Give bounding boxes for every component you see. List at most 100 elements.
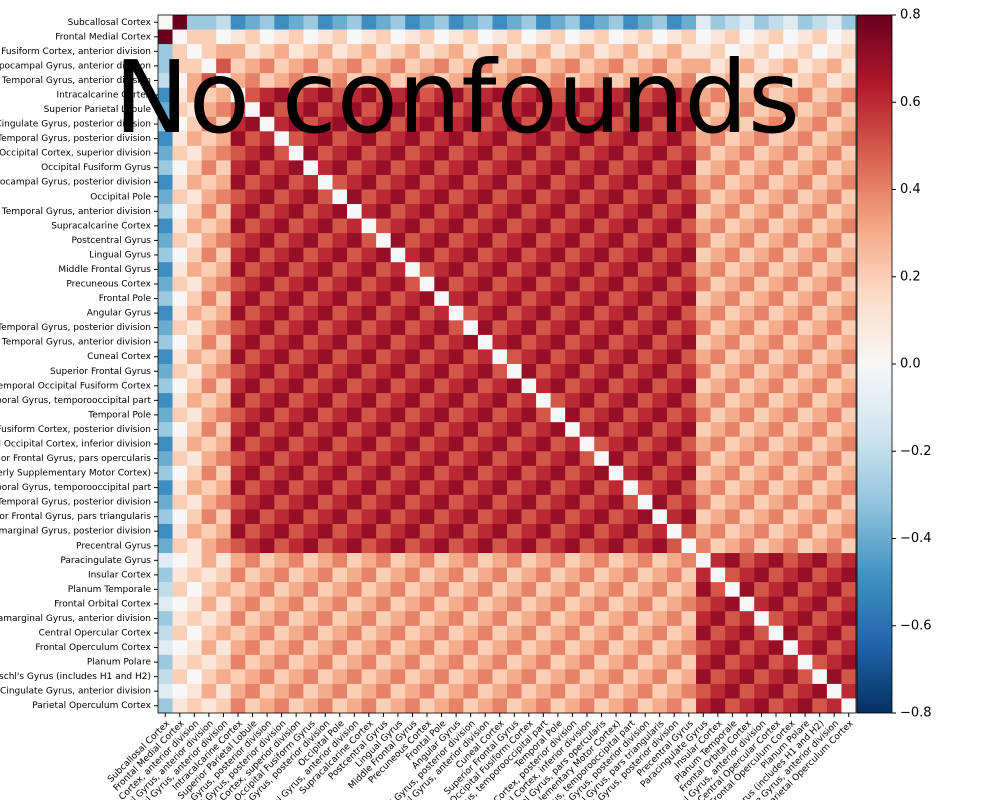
heatmap-cell bbox=[696, 145, 711, 161]
heatmap-cell bbox=[259, 15, 275, 30]
heatmap-cell bbox=[623, 174, 639, 190]
heatmap-cell bbox=[550, 553, 566, 568]
heatmap-cell bbox=[201, 596, 217, 612]
heatmap-cell bbox=[419, 611, 435, 627]
heatmap-cell bbox=[681, 233, 697, 249]
chart-title: No confounds bbox=[114, 39, 800, 156]
heatmap-cell bbox=[666, 102, 682, 118]
heatmap-cell bbox=[187, 553, 203, 568]
heatmap-cell bbox=[754, 611, 770, 627]
heatmap-cell bbox=[594, 102, 610, 118]
heatmap-cell bbox=[826, 334, 842, 350]
heatmap-cell bbox=[666, 451, 682, 467]
heatmap-cell bbox=[463, 189, 479, 205]
heatmap-cell bbox=[259, 465, 275, 481]
heatmap-cell bbox=[419, 698, 435, 714]
heatmap-cell bbox=[826, 407, 842, 423]
heatmap-cell bbox=[419, 640, 435, 656]
heatmap-cell bbox=[594, 509, 610, 525]
heatmap-cell bbox=[681, 305, 697, 321]
heatmap-cell bbox=[477, 480, 493, 496]
heatmap-cell bbox=[158, 407, 173, 423]
heatmap-cell bbox=[187, 44, 203, 60]
heatmap-cell bbox=[579, 669, 595, 685]
heatmap-cell bbox=[797, 553, 813, 568]
heatmap-cell bbox=[259, 378, 275, 394]
heatmap-cell bbox=[303, 480, 319, 496]
heatmap-cell bbox=[245, 669, 261, 685]
heatmap-cell bbox=[274, 87, 290, 103]
heatmap-cell bbox=[739, 305, 755, 321]
heatmap-cell bbox=[347, 538, 362, 554]
heatmap-cell bbox=[477, 538, 493, 554]
heatmap-cell bbox=[259, 494, 275, 510]
y-tick-label: Inferior Frontal Gyrus, pars triangulari… bbox=[0, 512, 151, 522]
heatmap-cell bbox=[623, 436, 639, 452]
heatmap-cell bbox=[725, 291, 741, 307]
heatmap-cell bbox=[768, 160, 784, 176]
heatmap-cell bbox=[739, 378, 755, 394]
heatmap-cell bbox=[565, 422, 581, 438]
heatmap-cell bbox=[725, 44, 741, 60]
heatmap-cell bbox=[696, 160, 711, 176]
heatmap-cell bbox=[405, 378, 421, 394]
heatmap-cell bbox=[725, 523, 741, 539]
heatmap-cell bbox=[376, 494, 392, 510]
heatmap-cell bbox=[739, 553, 755, 568]
heatmap-cell bbox=[579, 102, 595, 118]
heatmap-cell bbox=[216, 393, 232, 409]
heatmap-cell bbox=[361, 334, 377, 350]
heatmap-cell bbox=[361, 422, 377, 438]
heatmap-cell bbox=[288, 29, 304, 45]
heatmap-cell bbox=[463, 349, 479, 365]
heatmap-cell bbox=[797, 247, 813, 263]
heatmap-cell bbox=[158, 349, 173, 365]
heatmap-cell bbox=[565, 116, 581, 132]
heatmap-cell bbox=[710, 58, 726, 74]
heatmap-cell bbox=[812, 596, 828, 612]
heatmap-cell bbox=[841, 378, 857, 394]
heatmap-cell bbox=[347, 102, 362, 118]
heatmap-cell bbox=[696, 247, 711, 263]
heatmap-cell bbox=[725, 582, 741, 598]
heatmap-cell bbox=[637, 334, 653, 350]
heatmap-cell bbox=[826, 15, 842, 30]
heatmap-cell bbox=[230, 218, 246, 234]
heatmap-cell bbox=[579, 364, 595, 379]
heatmap-cell bbox=[754, 291, 770, 307]
heatmap-cell bbox=[652, 320, 668, 336]
heatmap-cell bbox=[274, 523, 290, 539]
heatmap-cell bbox=[187, 233, 203, 249]
heatmap-cell bbox=[739, 611, 755, 627]
heatmap-cell bbox=[652, 44, 668, 60]
heatmap-cell bbox=[768, 422, 784, 438]
heatmap-cell bbox=[768, 393, 784, 409]
heatmap-cell bbox=[303, 247, 319, 263]
heatmap-cell bbox=[317, 174, 333, 190]
heatmap-cell bbox=[274, 102, 290, 118]
heatmap-cell bbox=[390, 276, 406, 292]
heatmap-cell bbox=[303, 683, 319, 699]
heatmap-cell bbox=[376, 698, 392, 714]
heatmap-cell bbox=[652, 698, 668, 714]
heatmap-cell bbox=[259, 204, 275, 219]
heatmap-cell bbox=[477, 291, 493, 307]
heatmap-cell bbox=[448, 480, 464, 496]
heatmap-cell bbox=[710, 160, 726, 176]
heatmap-cell bbox=[710, 553, 726, 568]
heatmap-cell bbox=[550, 15, 566, 30]
heatmap-cell bbox=[739, 276, 755, 292]
heatmap-cell bbox=[259, 218, 275, 234]
heatmap-cell bbox=[463, 611, 479, 627]
heatmap-cell bbox=[448, 538, 464, 554]
heatmap-cell bbox=[317, 480, 333, 496]
heatmap-cell bbox=[507, 480, 522, 496]
heatmap-cell bbox=[347, 174, 362, 190]
y-tick-label: Lateral Occipital Cortex, superior divis… bbox=[0, 149, 151, 159]
heatmap-cell bbox=[361, 233, 377, 249]
heatmap-cell bbox=[841, 654, 857, 670]
y-tick-label: Temporal Fusiform Cortex, posterior divi… bbox=[0, 425, 151, 435]
heatmap-cell bbox=[390, 218, 406, 234]
heatmap-cell bbox=[477, 509, 493, 525]
heatmap-cell bbox=[303, 87, 319, 103]
